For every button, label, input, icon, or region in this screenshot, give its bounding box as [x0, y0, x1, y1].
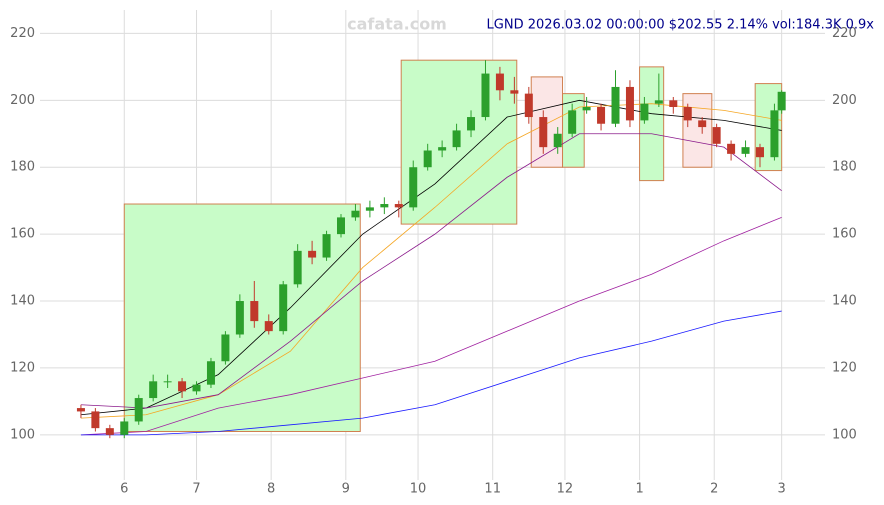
candle-body [409, 167, 418, 208]
candle-body [777, 91, 786, 111]
watermark: cafata.com [347, 15, 447, 34]
candle-body [76, 408, 85, 412]
candle-body [206, 361, 215, 385]
candle-body [438, 147, 447, 151]
x-tick-label: 11 [484, 482, 501, 497]
candle-body [105, 428, 114, 435]
candle-body [597, 107, 606, 124]
candle-body [568, 110, 577, 134]
y-tick-label-right: 180 [832, 160, 857, 175]
candle-body [308, 250, 317, 258]
chart-title: LGND 2026.03.02 00:00:00 $202.55 2.14% v… [487, 18, 875, 33]
y-tick-label-right: 200 [832, 93, 857, 108]
moving-average [80, 217, 782, 436]
candle-body [524, 93, 533, 118]
candle-body [293, 250, 302, 285]
candle-body [467, 117, 476, 131]
candle-body [495, 73, 504, 91]
candle-body [683, 107, 692, 121]
x-tick-label: 2 [710, 482, 718, 497]
candle-body [770, 110, 779, 158]
candle-body [163, 381, 172, 383]
candle-body [712, 127, 721, 144]
zone [639, 66, 665, 182]
x-tick-label: 12 [557, 482, 574, 497]
candle-body [365, 207, 374, 211]
candle-body [510, 90, 519, 94]
candle-body [279, 284, 288, 332]
candle-body [741, 147, 750, 154]
candle-body [640, 103, 649, 121]
x-tick-label: 6 [120, 482, 128, 497]
moving-average [80, 133, 782, 409]
y-tick-label-right: 220 [832, 26, 857, 41]
lines [80, 99, 782, 436]
candle-body [654, 100, 663, 104]
candle-body [336, 217, 345, 235]
y-tick-label: 120 [10, 360, 35, 375]
x-tick-label: 10 [410, 482, 427, 497]
x-tick-label: 8 [267, 482, 275, 497]
candle-body [582, 107, 591, 111]
candle-body [322, 234, 331, 258]
candle-body [611, 86, 620, 124]
candle-body [452, 130, 461, 148]
candle-body [235, 301, 244, 335]
candle-body [423, 150, 432, 168]
y-tick-label: 200 [10, 93, 35, 108]
candle-body [394, 204, 403, 208]
candle-body [727, 143, 736, 154]
candles [76, 60, 786, 439]
candle-body [669, 100, 678, 108]
zones [123, 59, 783, 432]
candle-body [481, 73, 490, 118]
y-tick-label: 220 [10, 26, 35, 41]
candle-body [755, 147, 764, 158]
y-tick-label: 160 [10, 227, 35, 242]
x-tick-label: 9 [342, 482, 350, 497]
candle-body [698, 120, 707, 128]
candle-body [351, 210, 360, 218]
labels: 100 100 120 120 140 140 160 160 180 180 200 200 220 2… [10, 26, 857, 497]
x-tick-label: 3 [778, 482, 786, 497]
candle-body [250, 301, 259, 322]
candle-body [264, 321, 273, 332]
candle-body [625, 86, 634, 121]
candle-body [91, 411, 100, 429]
moving-average [80, 310, 782, 436]
candle-body [120, 421, 129, 435]
y-tick-label-right: 100 [832, 427, 857, 442]
x-tick-label: 1 [635, 482, 643, 497]
candle-body [178, 381, 187, 392]
y-tick-label: 100 [10, 427, 35, 442]
candle-body [221, 334, 230, 362]
candle-body [149, 381, 158, 399]
candle-body [539, 117, 548, 148]
candle-body [380, 204, 389, 208]
y-tick-label: 180 [10, 160, 35, 175]
y-tick-label-right: 120 [832, 360, 857, 375]
candle-body [553, 133, 562, 148]
y-tick-label: 140 [10, 294, 35, 309]
candle-body [192, 384, 201, 392]
x-tick-label: 7 [192, 482, 200, 497]
candle-body [134, 398, 143, 422]
y-tick-label-right: 140 [832, 294, 857, 309]
y-tick-label-right: 160 [832, 227, 857, 242]
